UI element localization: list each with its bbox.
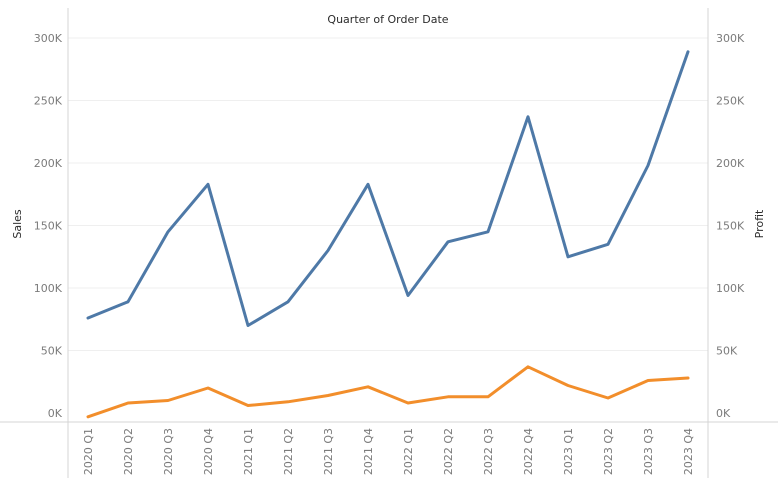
y-axis-title-left: Sales — [11, 209, 24, 239]
y-tick-label-left: 250K — [34, 95, 63, 108]
y-axis-title-right: Profit — [753, 209, 766, 238]
y-axis-left-ticks: 0K 50K 100K 150K 200K 250K 300K — [34, 32, 63, 420]
chart-title: Quarter of Order Date — [327, 13, 448, 26]
series-lines — [86, 50, 690, 419]
y-axis-right-ticks: 0K 50K 100K 150K 200K 250K 300K — [716, 32, 745, 420]
y-tick-label-left: 0K — [48, 407, 63, 420]
x-tick-label: 2023 Q2 — [602, 428, 615, 475]
x-tick-label: 2021 Q4 — [362, 428, 375, 475]
x-tick-label: 2023 Q3 — [642, 428, 655, 475]
x-tick-label: 2020 Q2 — [122, 428, 135, 475]
x-tick-label: 2022 Q4 — [522, 428, 535, 475]
profit-line — [86, 365, 690, 419]
x-tick-label: 2020 Q1 — [82, 428, 95, 475]
x-tick-label: 2020 Q3 — [162, 428, 175, 475]
y-tick-label-right: 250K — [716, 95, 745, 108]
x-tick-label: 2023 Q1 — [562, 428, 575, 475]
x-tick-label: 2022 Q3 — [482, 428, 495, 475]
x-tick-label: 2023 Q4 — [682, 428, 695, 475]
x-axis-ticks: 2020 Q1 2020 Q2 2020 Q3 2020 Q4 2021 Q1 2021 … — [82, 428, 695, 475]
x-tick-label: 2022 Q1 — [402, 428, 415, 475]
y-tick-label-left: 100K — [34, 282, 63, 295]
y-tick-label-left: 50K — [41, 345, 63, 358]
y-tick-label-right: 100K — [716, 282, 745, 295]
y-tick-label-right: 0K — [716, 407, 731, 420]
y-tick-label-right: 200K — [716, 157, 745, 170]
plot-frame — [0, 8, 778, 478]
y-tick-label-right: 50K — [716, 345, 738, 358]
y-tick-label-right: 300K — [716, 32, 745, 45]
x-tick-label: 2020 Q4 — [202, 428, 215, 475]
x-tick-label: 2022 Q2 — [442, 428, 455, 475]
sales-line — [86, 50, 690, 327]
x-tick-label: 2021 Q2 — [282, 428, 295, 475]
y-tick-label-left: 150K — [34, 220, 63, 233]
y-tick-label-left: 300K — [34, 32, 63, 45]
x-tick-label: 2021 Q3 — [322, 428, 335, 475]
gridlines — [68, 37, 708, 351]
x-tick-label: 2021 Q1 — [242, 428, 255, 475]
y-tick-label-right: 150K — [716, 220, 745, 233]
y-tick-label-left: 200K — [34, 157, 63, 170]
